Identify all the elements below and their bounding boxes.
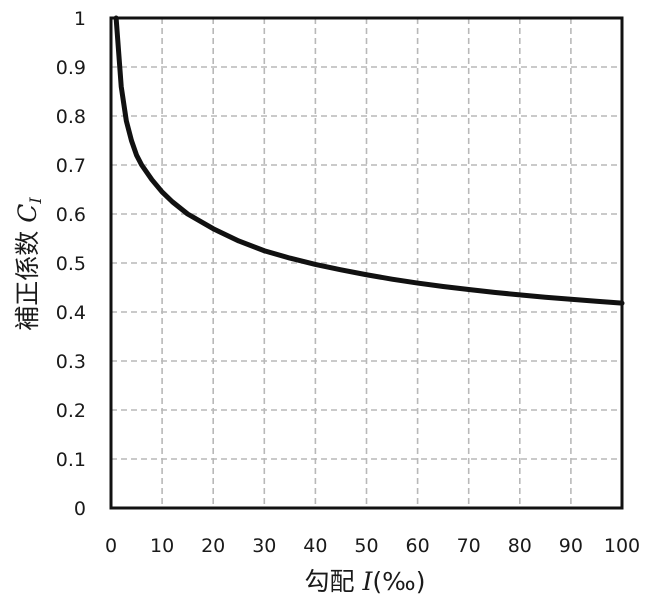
- y-tick-label: 1: [74, 8, 86, 30]
- x-tick-label: 60: [406, 535, 430, 557]
- y-tick-label: 0.4: [56, 302, 86, 324]
- x-tick-label: 90: [559, 535, 583, 557]
- y-axis-title: 補正係数 CI: [13, 197, 45, 331]
- y-tick-label: 0.3: [56, 351, 86, 373]
- x-tick-label: 80: [508, 535, 532, 557]
- grid-lines: [111, 18, 622, 508]
- y-tick-label: 0.8: [56, 106, 86, 128]
- y-tick-label: 0.9: [56, 57, 86, 79]
- x-tick-label: 50: [354, 535, 378, 557]
- x-tick-label: 0: [105, 535, 117, 557]
- series-line-0: [113, 15, 625, 306]
- x-tick-label: 30: [252, 535, 276, 557]
- x-tick-label: 40: [303, 535, 327, 557]
- y-axis-title-text: 補正係数: [13, 223, 42, 331]
- x-axis-title-text: 勾配: [305, 567, 363, 596]
- x-axis-title-var: I: [362, 567, 374, 596]
- y-axis-title-var: C: [13, 204, 42, 223]
- y-axis-tick-labels: 0 0.1 0.2 0.3 0.4 0.5 0.6 0.7 0.8 0.9 1: [56, 8, 86, 520]
- y-tick-label: 0.1: [56, 449, 86, 471]
- x-tick-label: 20: [201, 535, 225, 557]
- x-axis-tick-labels: 0 10 20 30 40 50 60 70 80 90 100: [105, 535, 640, 557]
- x-tick-label: 70: [457, 535, 481, 557]
- x-axis-title-unit: (‰): [372, 567, 425, 596]
- plot-area: [109, 16, 624, 510]
- y-axis-title-subscript: I: [26, 197, 45, 205]
- series-group: [113, 15, 625, 306]
- y-tick-label: 0.2: [56, 400, 86, 422]
- x-tick-label: 10: [150, 535, 174, 557]
- y-tick-label: 0.6: [56, 204, 86, 226]
- y-tick-label: 0.7: [56, 155, 86, 177]
- y-tick-label: 0.5: [56, 253, 86, 275]
- x-axis-title: 勾配 I(‰): [305, 567, 426, 596]
- x-tick-label: 100: [604, 535, 640, 557]
- y-tick-label: 0: [74, 498, 86, 520]
